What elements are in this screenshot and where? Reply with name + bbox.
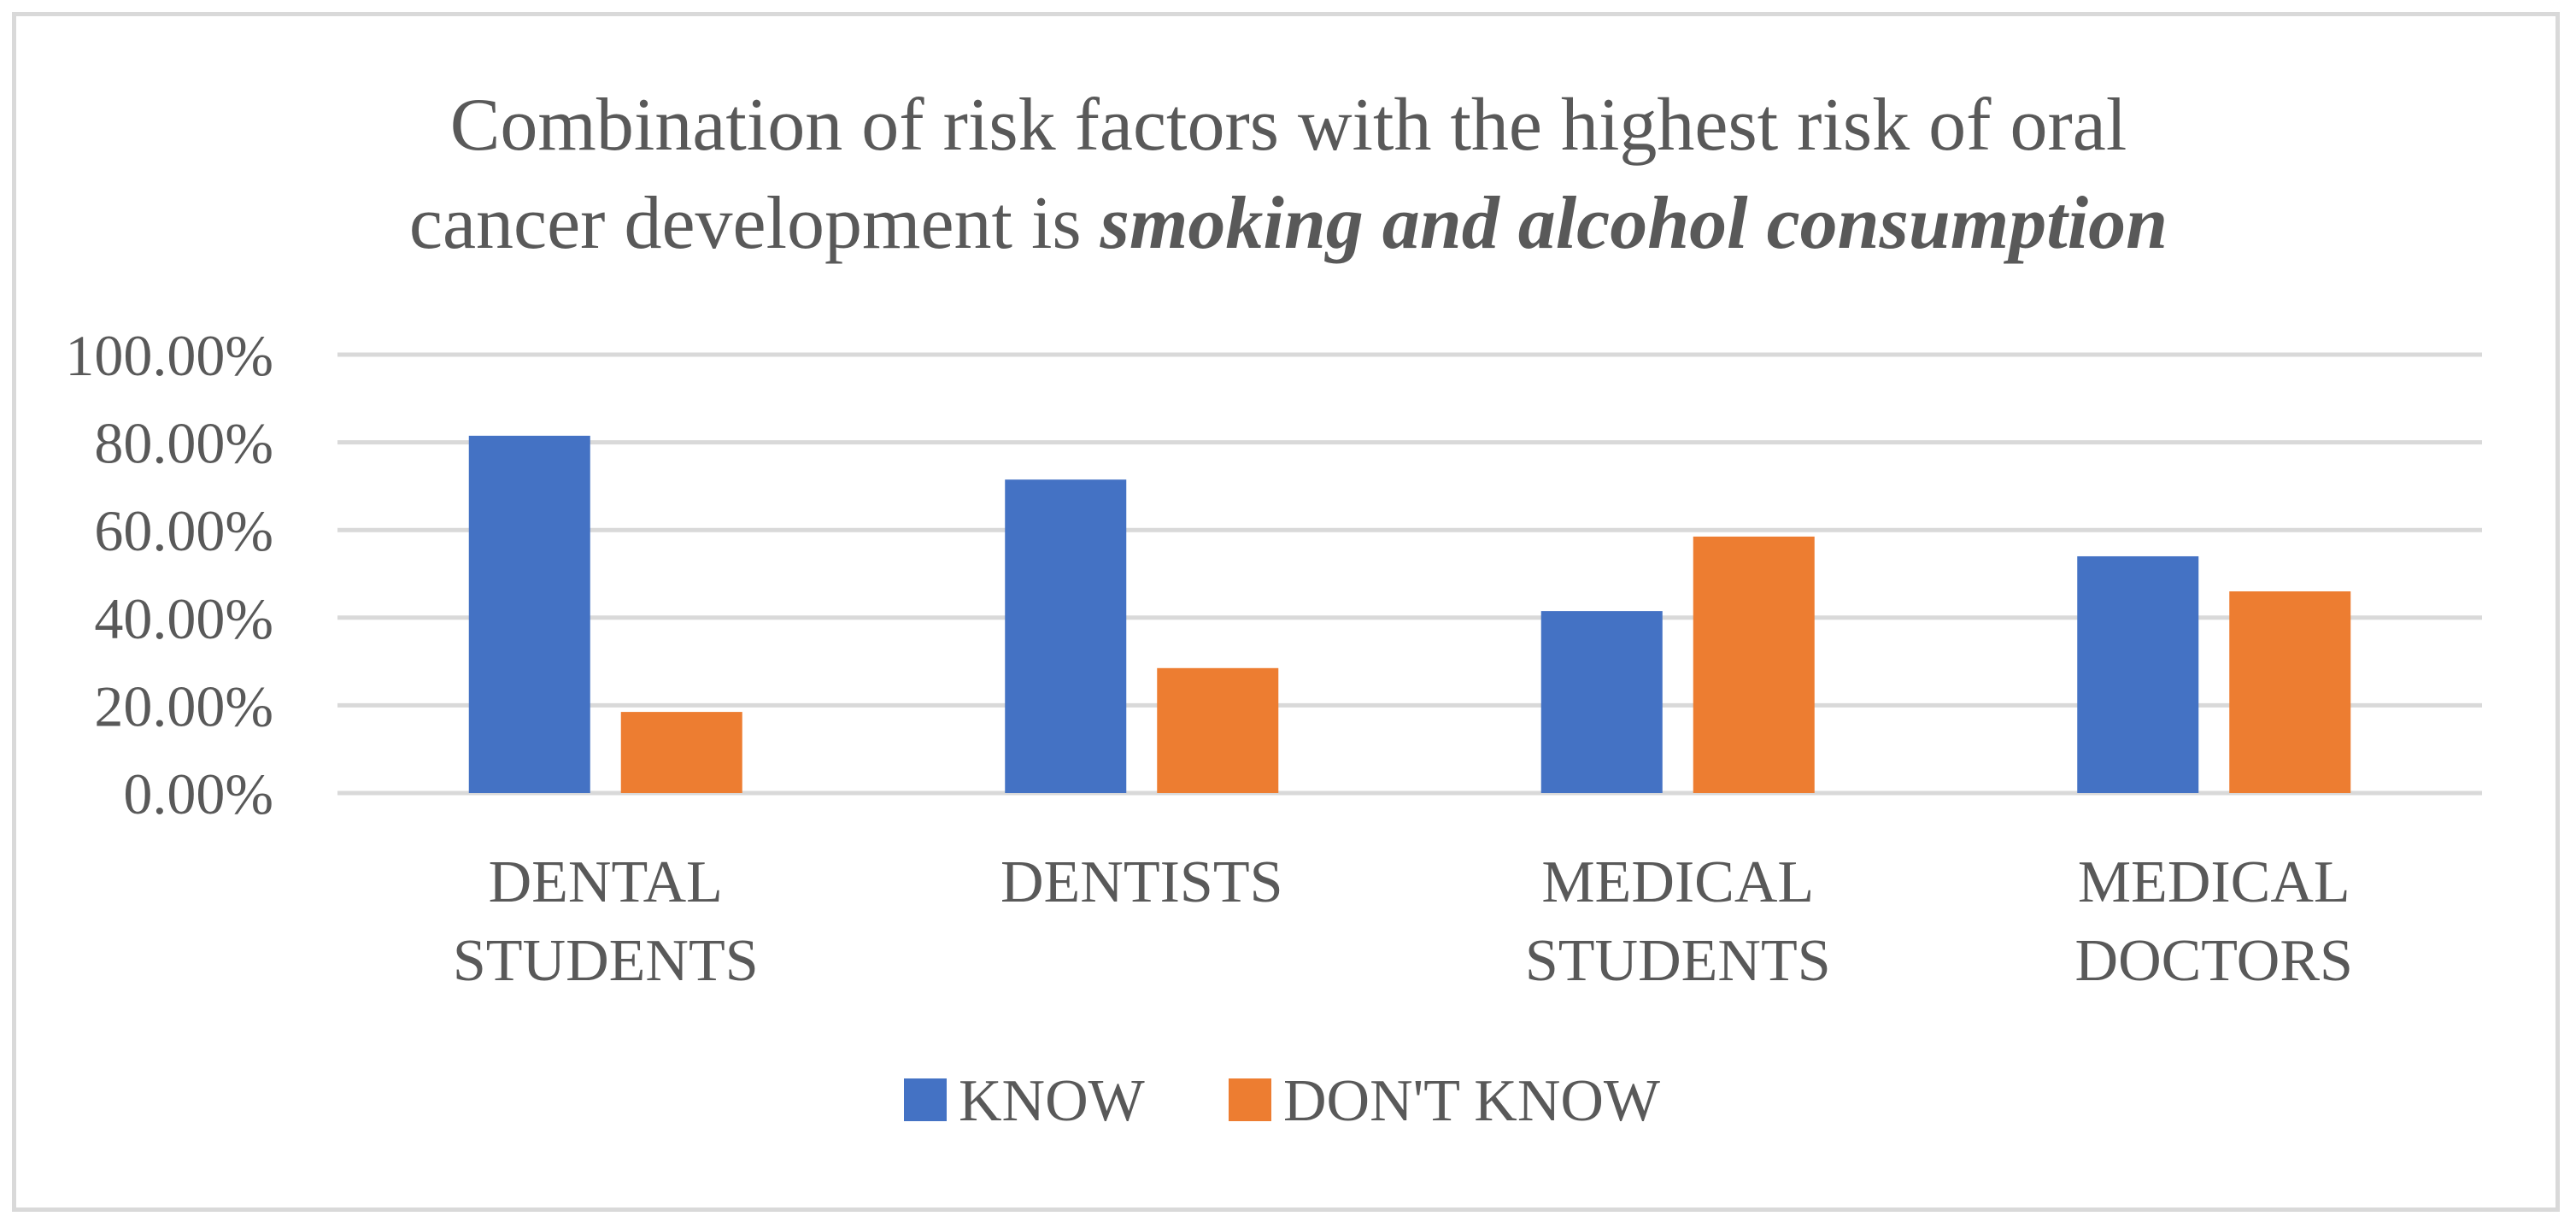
x-category-label: STUDENTS [453,928,759,994]
x-category-label: MEDICAL [1541,849,1814,915]
bar-don-t-know-2 [1693,536,1815,793]
x-category-label: MEDICAL [2078,849,2350,915]
chart-title-emphasis: smoking and alcohol consumption [1100,182,2168,265]
y-tick-label: 0.00% [123,761,273,826]
bars [468,435,2351,793]
x-category-label: DENTAL [489,849,723,915]
bar-know-2 [1540,611,1663,793]
bar-don-t-know-3 [2229,591,2351,793]
y-tick-label: 60.00% [94,498,273,563]
y-tick-label: 100.00% [65,323,273,388]
legend-swatch-1 [1229,1078,1271,1121]
y-tick-label: 80.00% [94,411,273,476]
bar-know-1 [1005,479,1127,793]
legend-label-1: DON'T KNOW [1283,1068,1660,1134]
x-category-label: STUDENTS [1525,928,1831,994]
legend-label-0: KNOW [959,1068,1145,1134]
x-category-label: DENTISTS [1000,849,1283,915]
y-axis-tick-labels: 0.00% 20.00% 40.00% 60.00% 80.00% 100.00% [65,323,273,826]
bar-don-t-know-0 [620,712,742,793]
y-tick-label: 20.00% [94,673,273,738]
legend-swatch-0 [904,1078,947,1121]
x-category-label: DOCTORS [2075,928,2353,994]
legend: KNOW DON'T KNOW [904,1068,1660,1134]
bar-don-t-know-1 [1157,667,1279,793]
bar-know-3 [2077,555,2199,793]
bar-know-0 [468,435,590,793]
chart-title-plain: cancer development is [409,182,1100,265]
chart-title-line-1: Combination of risk factors with the hig… [450,84,2127,167]
y-tick-label: 40.00% [94,586,273,651]
chart-title-line-2: cancer development is smoking and alcoho… [409,182,2168,265]
x-axis-category-labels: DENTAL STUDENTS DENTISTS MEDICAL STUDENTS MED… [453,849,2353,994]
